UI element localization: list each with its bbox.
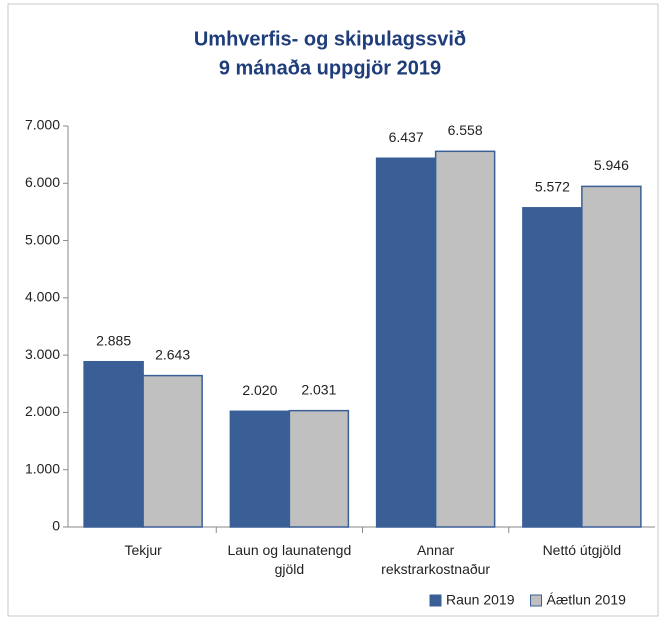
y-tick-label: 6.000 [25, 174, 60, 190]
bar [522, 207, 583, 528]
value-label: 5.946 [594, 157, 629, 173]
y-tick-label: 5.000 [25, 231, 60, 247]
bar [229, 410, 291, 528]
chart-title: 9 mánaða uppgjör 2019 [219, 57, 441, 79]
value-label: 2.643 [155, 346, 190, 362]
legend-label: Áætlun 2019 [547, 592, 627, 608]
legend-label: Raun 2019 [446, 592, 515, 608]
x-tick-label: Nettó útgjöld [543, 542, 622, 558]
y-tick-label: 2.000 [25, 403, 60, 419]
value-label: 2.031 [301, 381, 336, 397]
legend-swatch [429, 594, 442, 607]
y-tick-label: 4.000 [25, 289, 60, 305]
value-label: 5.572 [535, 179, 570, 195]
value-label: 2.885 [96, 332, 131, 348]
bar [83, 360, 144, 528]
chart-title: Umhverfis- og skipulagssvið [194, 28, 466, 50]
bar [375, 157, 437, 528]
y-tick-label: 0 [52, 518, 60, 534]
x-tick-label: Annar rekstrarkostnaður [381, 542, 490, 577]
bar [142, 374, 203, 528]
bar [434, 150, 496, 528]
x-tick-label: Laun og launatengd gjöld [227, 542, 351, 577]
y-tick-label: 3.000 [25, 346, 60, 362]
value-label: 6.558 [448, 122, 483, 138]
bar [288, 409, 350, 528]
value-label: 6.437 [389, 129, 424, 145]
y-tick-label: 7.000 [25, 117, 60, 133]
bar [581, 185, 642, 528]
value-label: 2.020 [242, 382, 277, 398]
x-tick-label: Tekjur [124, 542, 162, 558]
y-tick-label: 1.000 [25, 460, 60, 476]
legend-swatch [530, 594, 543, 607]
chart-frame [7, 3, 659, 617]
